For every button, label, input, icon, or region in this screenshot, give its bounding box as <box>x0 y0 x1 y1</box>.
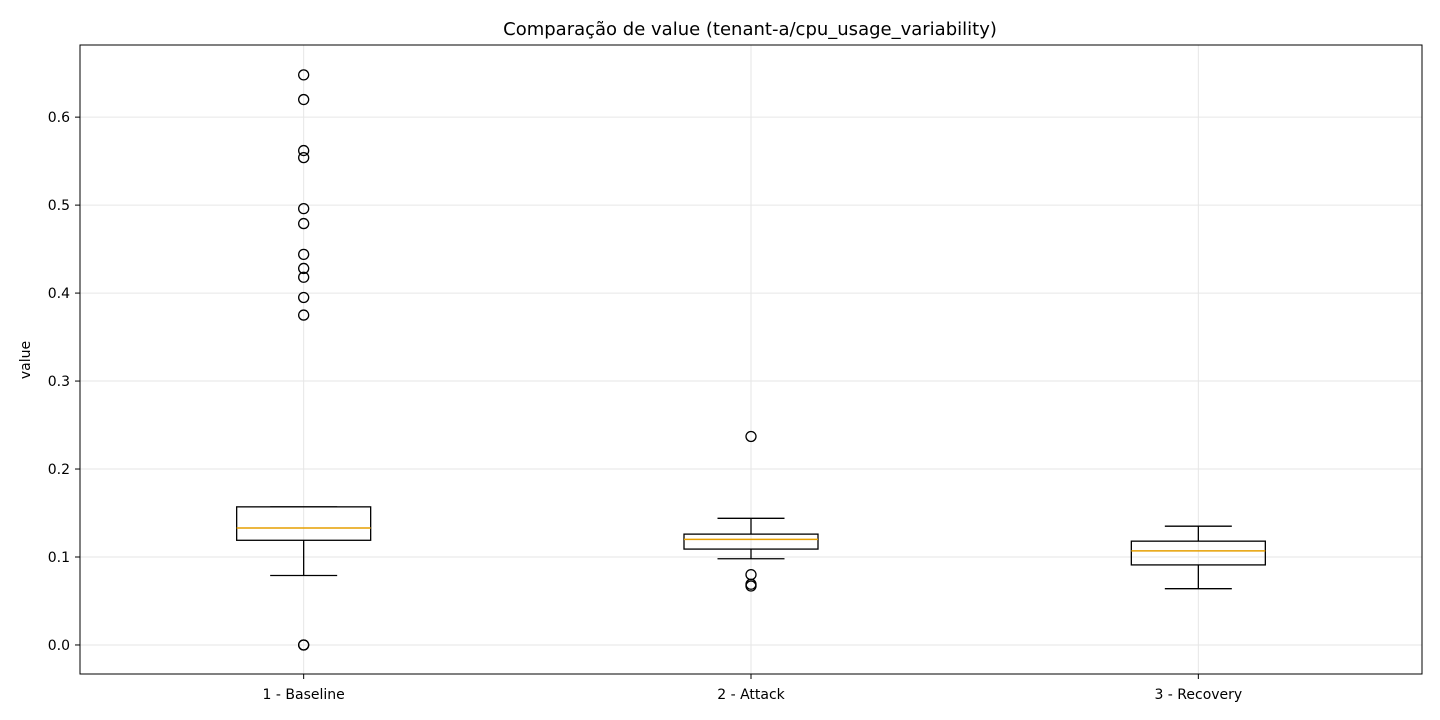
boxes-layer <box>236 69 1266 651</box>
box-iqr <box>236 506 372 541</box>
x-tick-label: 1 - Baseline <box>263 687 345 703</box>
x-tick-label: 3 - Recovery <box>1154 687 1242 703</box>
y-tick-label: 0.3 <box>48 374 70 390</box>
y-axis: 0.0 0.1 0.2 0.3 0.4 0.5 0.6 <box>48 110 80 654</box>
box-3 <box>1130 525 1266 590</box>
chart-title: Comparação de value (tenant-a/cpu_usage_… <box>503 19 997 40</box>
box-2 <box>683 430 819 592</box>
outlier-point <box>298 93 310 106</box>
box-iqr <box>1130 540 1266 566</box>
x-tick-label: 2 - Attack <box>717 687 785 703</box>
outlier-point <box>298 291 310 304</box>
box-1 <box>236 69 372 651</box>
outlier-point <box>298 217 310 230</box>
outlier-point <box>298 144 310 157</box>
outlier-point <box>298 262 310 275</box>
y-tick-label: 0.6 <box>48 110 70 126</box>
y-tick-label: 0.4 <box>48 286 70 302</box>
outlier-point <box>298 309 310 321</box>
outlier-point <box>298 151 310 164</box>
outlier-point <box>298 69 310 81</box>
outlier-point <box>298 248 310 261</box>
outlier-point <box>298 639 310 651</box>
y-axis-label: value <box>18 341 34 379</box>
outlier-point <box>745 430 757 443</box>
box-iqr <box>683 533 819 550</box>
y-tick-label: 0.5 <box>48 198 70 214</box>
y-tick-label: 0.1 <box>48 550 70 566</box>
outlier-point <box>298 202 310 215</box>
y-tick-label: 0.2 <box>48 462 70 478</box>
outlier-point <box>745 568 757 581</box>
x-axis: 1 - Baseline 2 - Attack 3 - Recovery <box>263 674 1242 703</box>
y-tick-label: 0.0 <box>48 638 70 654</box>
outlier-point <box>298 271 310 283</box>
